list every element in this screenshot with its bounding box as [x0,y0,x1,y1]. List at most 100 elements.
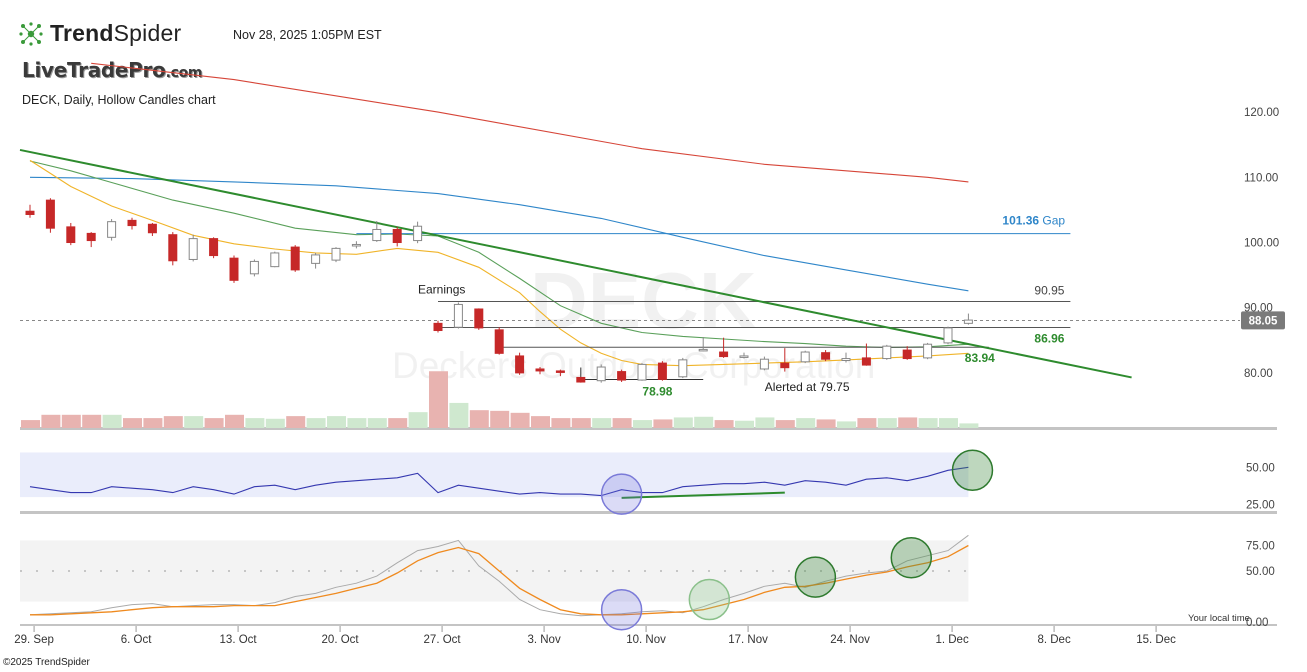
candle-body [433,322,443,332]
volume-bar [959,423,979,428]
volume-bar [163,416,183,428]
date-axis-tick: 29. Sep [14,634,54,646]
volume-bar [388,418,408,428]
volume-bar [184,416,204,428]
rsi-line [29,466,969,497]
candle-body [25,210,35,215]
volume-bar [225,414,244,428]
volume-bar [123,418,142,428]
candle-body [474,308,484,329]
chart-timestamp: Nov 28, 2025 1:05PM EST [233,28,382,42]
date-axis-tick: 8. Dec [1037,634,1070,646]
candle-body [147,223,157,234]
volume-bar [877,418,897,428]
stoch-signal-circle [600,588,643,631]
candle-body [86,232,96,242]
chart-subtitle: DECK, Daily, Hollow Candles chart [22,93,216,107]
rsi-low-circle [600,473,643,515]
candle-body [759,358,769,370]
rsi-divergence-line [621,491,785,499]
candle-body [229,257,239,281]
volume-bar [633,420,652,428]
price-axis-tick: 110.00 [1244,172,1278,184]
volume-bar [286,416,306,428]
stoch-signal-circle [688,578,731,621]
local-time-label: Your local time [1188,613,1250,624]
volume-bar [857,418,877,428]
candle-body [413,225,423,242]
rsi-band [20,452,969,498]
downtrend-line [19,148,1132,379]
volume-bar [510,412,530,428]
volume-bar [327,416,346,428]
candle-body [719,351,729,358]
volume-bar [143,418,163,428]
date-axis-tick: 27. Oct [424,634,462,646]
price-axis-tick: 80.00 [1244,368,1273,380]
volume-bar [306,418,326,428]
candle-body [249,260,259,275]
volume-bar [837,421,856,428]
panel-divider-2 [20,511,1277,514]
candle-body [311,254,321,264]
volume-bar [41,414,61,428]
stoch-axis-tick: 50.00 [1246,566,1275,578]
gap-level-suffix: Gap [1042,214,1065,228]
moving-average-line [29,176,969,292]
candle-body [494,329,504,354]
moving-average-line [91,62,969,183]
volume-bar [102,414,122,428]
candle-body [800,351,810,363]
candle-body [841,358,851,362]
volume-bar [918,418,938,428]
volume-bar [816,419,836,428]
stoch-signal-circle [890,536,933,579]
candle-body [902,349,912,360]
stoch-axis-tick: 0.00 [1246,617,1268,629]
candle-body [555,370,565,373]
volume-bar [21,420,40,428]
volume-bar [571,418,591,428]
volume-bar [490,410,510,428]
volume-bar [714,420,734,428]
volume-bar [408,412,428,428]
chart-annotation: Alerted at 79.75 [765,380,850,394]
copyright: ©2025 TrendSpider [3,657,90,668]
volume-bar [653,419,673,428]
volume-bar [367,418,387,428]
candle-body [698,348,708,352]
candle-body [127,219,137,227]
candle-body [678,359,688,378]
rsi-high-circle [951,449,994,492]
candle-body [331,247,341,261]
candle-body [515,355,525,374]
candle-body [392,228,402,244]
date-axis-tick: 13. Oct [220,634,258,646]
candle-body [209,238,219,257]
volume-bar [673,417,693,428]
volume-bar [347,418,367,428]
volume-bar [775,420,795,428]
chart-annotation: Earnings [418,282,465,296]
candle-body [637,363,647,381]
candle-body [535,368,545,372]
candle-body [882,345,892,360]
volume-bar [531,416,550,428]
volume-bar [694,416,714,428]
candle-body [780,362,790,369]
volume-bar [469,410,489,428]
stoch-signal-circle [794,556,837,598]
panel-divider-3 [20,624,1277,626]
logo-name: TrendSpider [50,20,182,46]
candle-body [66,226,76,244]
volume-bar [592,418,612,428]
panel-divider-1 [20,427,1277,430]
volume-bar [265,418,285,428]
candle-body [861,357,871,366]
date-axis-tick: 10. Nov [626,634,666,646]
stoch-d-line [30,544,969,616]
volume-bar [82,414,102,428]
stoch-axis-tick: 75.00 [1246,540,1275,552]
volume-bar [245,418,265,428]
